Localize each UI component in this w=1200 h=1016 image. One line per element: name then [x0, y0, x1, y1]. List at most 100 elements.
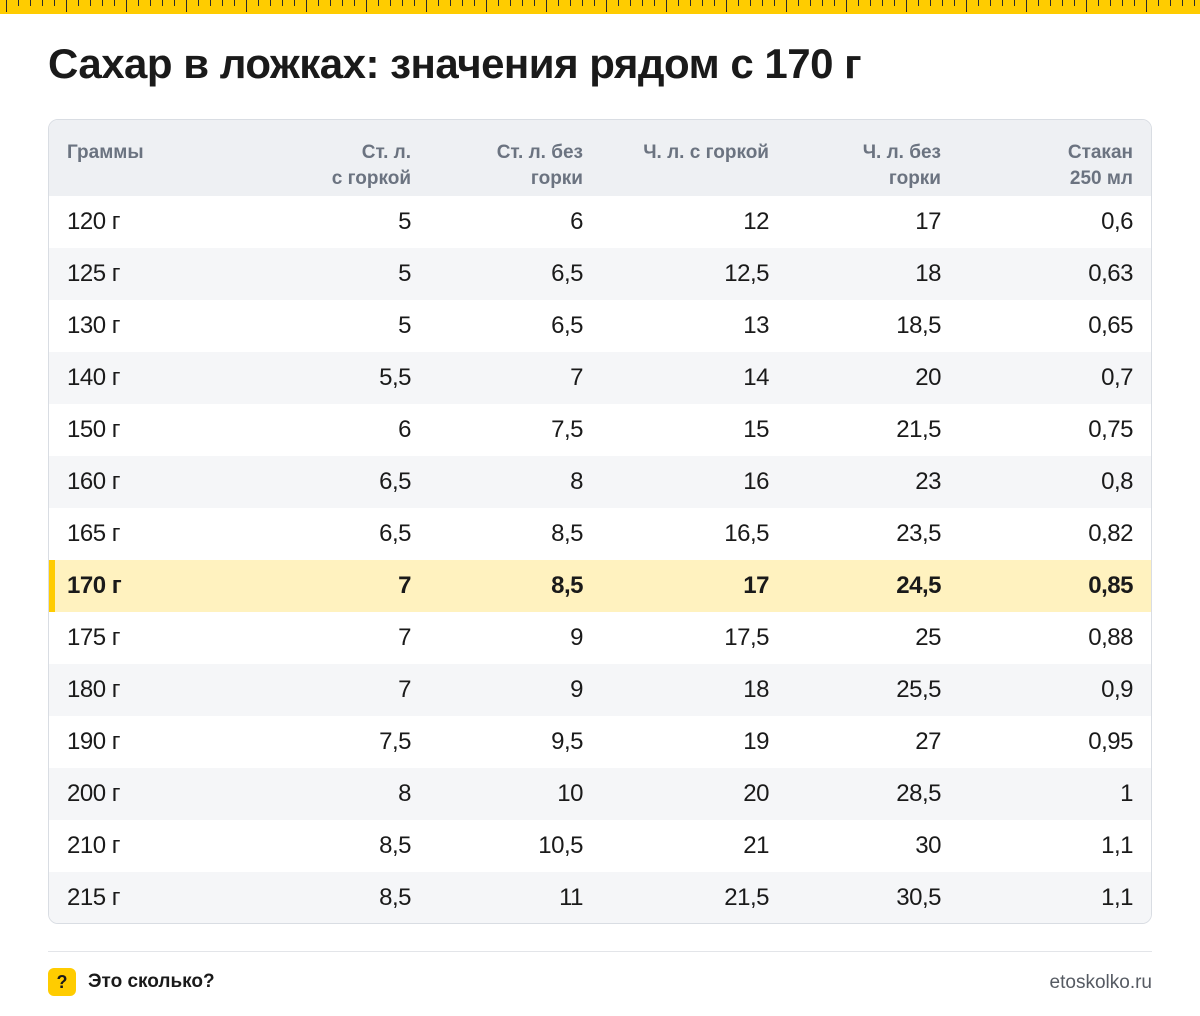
ruler-decoration — [0, 0, 1200, 14]
table-row: 160 г 6,5 8 16 23 0,8 — [49, 456, 1151, 508]
table-cell: 7,5 — [551, 416, 583, 443]
table-cell: 200 г — [67, 780, 120, 807]
table-cell: 0,65 — [1088, 312, 1133, 339]
footer-divider — [48, 951, 1152, 952]
table-cell: 25,5 — [896, 676, 941, 703]
table-cell: 12 — [743, 208, 769, 235]
table-cell: 0,82 — [1088, 520, 1133, 547]
table-cell: 5 — [398, 208, 411, 235]
table-cell: 7 — [398, 572, 411, 599]
table-row: 140 г 5,5 7 14 20 0,7 — [49, 352, 1151, 404]
column-header: Ч. л. с горкой — [601, 120, 787, 196]
table-cell: 0,63 — [1088, 260, 1133, 287]
table-cell: 180 г — [67, 676, 120, 703]
table-cell: 8 — [570, 468, 583, 495]
table-row: 120 г 5 6 12 17 0,6 — [49, 196, 1151, 248]
table-cell: 18,5 — [896, 312, 941, 339]
table-cell: 28,5 — [896, 780, 941, 807]
column-header: Стакан 250 мл — [959, 120, 1151, 196]
table-cell: 6,5 — [551, 260, 583, 287]
table-cell: 16 — [743, 468, 769, 495]
table-cell: 20 — [915, 364, 941, 391]
table-cell: 6,5 — [379, 520, 411, 547]
table-cell: 140 г — [67, 364, 120, 391]
table-cell: 7,5 — [379, 728, 411, 755]
table-cell: 9,5 — [551, 728, 583, 755]
table-cell: 150 г — [67, 416, 120, 443]
table-cell: 30 — [915, 832, 941, 859]
table-cell: 0,88 — [1088, 624, 1133, 651]
table-row: 210 г 8,5 10,5 21 30 1,1 — [49, 820, 1151, 872]
table-cell: 1,1 — [1101, 884, 1133, 911]
table-cell: 0,9 — [1101, 676, 1133, 703]
table-cell: 0,95 — [1088, 728, 1133, 755]
brand: ? Это сколько? — [48, 968, 215, 996]
table-cell: 7 — [570, 364, 583, 391]
table-cell: 19 — [743, 728, 769, 755]
table-cell: 16,5 — [724, 520, 769, 547]
table-cell: 10,5 — [538, 832, 583, 859]
table-cell: 12,5 — [724, 260, 769, 287]
table-row: 125 г 5 6,5 12,5 18 0,63 — [49, 248, 1151, 300]
table-cell: 8,5 — [551, 572, 583, 599]
table-row: 150 г 6 7,5 15 21,5 0,75 — [49, 404, 1151, 456]
table-cell: 17 — [743, 572, 769, 599]
table-cell: 21,5 — [896, 416, 941, 443]
table-cell: 5,5 — [379, 364, 411, 391]
table-cell: 0,8 — [1101, 468, 1133, 495]
page-title: Сахар в ложках: значения рядом с 170 г — [48, 40, 862, 87]
table-cell: 6 — [398, 416, 411, 443]
table-cell: 21,5 — [724, 884, 769, 911]
table-row: 130 г 5 6,5 13 18,5 0,65 — [49, 300, 1151, 352]
table-row: 180 г 7 9 18 25,5 0,9 — [49, 664, 1151, 716]
table-row-highlighted: 170 г 7 8,5 17 24,5 0,85 — [49, 560, 1151, 612]
table-cell: 11 — [559, 884, 583, 911]
table-cell: 24,5 — [896, 572, 941, 599]
table-cell: 6 — [570, 208, 583, 235]
table-cell: 0,75 — [1088, 416, 1133, 443]
table-cell: 165 г — [67, 520, 120, 547]
table-cell: 17,5 — [724, 624, 769, 651]
table-row: 165 г 6,5 8,5 16,5 23,5 0,82 — [49, 508, 1151, 560]
table-cell: 7 — [398, 624, 411, 651]
table-cell: 20 — [743, 780, 769, 807]
table-cell: 0,85 — [1088, 572, 1133, 599]
table-cell: 8,5 — [379, 884, 411, 911]
table-row: 215 г 8,5 11 21,5 30,5 1,1 — [49, 872, 1151, 923]
table-cell: 17 — [915, 208, 941, 235]
table-cell: 27 — [915, 728, 941, 755]
table-cell: 175 г — [67, 624, 120, 651]
table-cell: 14 — [743, 364, 769, 391]
table-row: 190 г 7,5 9,5 19 27 0,95 — [49, 716, 1151, 768]
table-cell: 8,5 — [551, 520, 583, 547]
column-header-label: Стакан — [1067, 142, 1133, 163]
table-header-row: Граммы Ст. л. с горкой Ст. л. без горки Ч. л.… — [49, 120, 1151, 196]
column-header: Ч. л. без горки — [787, 120, 959, 196]
column-header-label: горки — [530, 168, 583, 189]
table-cell: 5 — [398, 260, 411, 287]
table-cell: 125 г — [67, 260, 120, 287]
column-header: Граммы — [49, 120, 259, 196]
sugar-table-card: Граммы Ст. л. с горкой Ст. л. без горки Ч. л.… — [48, 119, 1152, 924]
table-cell: 25 — [915, 624, 941, 651]
table-cell: 13 — [743, 312, 769, 339]
table-row: 175 г 7 9 17,5 25 0,88 — [49, 612, 1151, 664]
table-cell: 215 г — [67, 884, 120, 911]
table-cell: 210 г — [67, 832, 120, 859]
question-mark-icon: ? — [48, 968, 76, 996]
column-header-label: Ч. л. с горкой — [643, 142, 769, 163]
table-cell: 170 г — [49, 560, 259, 612]
site-url: etoskolko.ru — [1049, 972, 1152, 993]
table-cell: 21 — [743, 832, 769, 859]
column-header: Ст. л. с горкой — [259, 120, 429, 196]
table-cell: 190 г — [67, 728, 120, 755]
table-cell: 23 — [915, 468, 941, 495]
table-cell: 9 — [570, 676, 583, 703]
column-header-label: с горкой — [331, 168, 411, 189]
table-cell: 0,6 — [1101, 208, 1133, 235]
table-cell: 5 — [398, 312, 411, 339]
column-header-label: Ст. л. без — [496, 142, 583, 163]
table-cell: 9 — [570, 624, 583, 651]
table-cell: 15 — [743, 416, 769, 443]
table-cell: 0,7 — [1101, 364, 1133, 391]
